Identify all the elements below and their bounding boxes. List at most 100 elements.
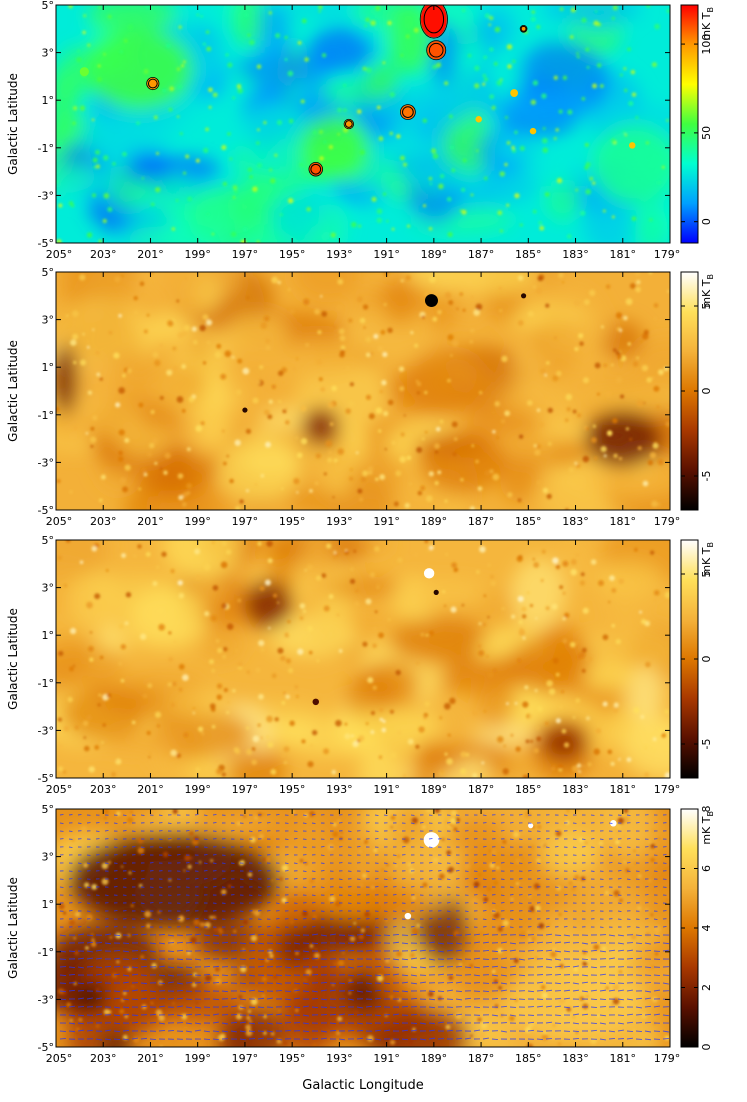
colorbar: 5 0 -5 mK TB [680, 271, 715, 511]
source-marker [610, 820, 617, 827]
y-axis: -5° -3° -1° 1° 3° 5° [38, 0, 670, 250]
contour [419, 5, 448, 39]
y-tick-label: -3° [38, 724, 54, 737]
y-tick-label: 5° [42, 803, 55, 816]
extended-emission [592, 124, 670, 205]
y-tick-label: -1° [38, 409, 54, 422]
plot-frame [55, 4, 671, 244]
x-axis: 205° 203° 201° 199° 197° 195° 193° 191° 189° 187°… [46, 540, 681, 796]
extended-emission [584, 410, 661, 468]
x-tick-label: 201° [137, 248, 164, 261]
x-tick-label: 199° [184, 783, 211, 796]
colorbar-tick-label: 8 [700, 806, 713, 813]
x-tick-label: 189° [421, 1052, 448, 1065]
x-tick-label: 181° [610, 1052, 637, 1065]
y-tick-label: -1° [38, 946, 54, 959]
extended-emission [56, 64, 78, 136]
x-tick-label: 203° [90, 1052, 117, 1065]
x-tick-label: 195° [279, 1052, 306, 1065]
y-tick-label: 5° [42, 266, 55, 279]
x-tick-label: 199° [184, 515, 211, 528]
source-marker [510, 89, 519, 97]
contour [519, 24, 528, 33]
colorbar-tick-label: 100 [700, 34, 713, 55]
extended-emission [67, 832, 281, 929]
extended-emission [56, 343, 78, 415]
x-tick-label: 205° [46, 1052, 73, 1065]
x-axis-label: Galactic Longitude [302, 1078, 423, 1093]
colorbar-tick-label: 0 [700, 218, 713, 225]
y-tick-label: 1° [42, 898, 55, 911]
x-tick-label: 179° [654, 248, 681, 261]
source-marker [529, 127, 537, 135]
x-tick-label: 183° [562, 248, 589, 261]
x-tick-label: 191° [373, 1052, 400, 1065]
y-tick-label: 1° [42, 361, 55, 374]
x-tick-label: 189° [421, 515, 448, 528]
polarization-vectors [59, 813, 670, 1041]
source-marker [528, 823, 534, 829]
x-tick-label: 179° [654, 783, 681, 796]
source-marker [404, 912, 412, 920]
source-marker [79, 67, 89, 77]
colorbar-scale [680, 4, 699, 244]
y-axis-label: Galactic Latitude [6, 877, 20, 979]
x-tick-label: 189° [421, 248, 448, 261]
y-axis: -5° -3° -1° 1° 3° 5° [38, 266, 670, 517]
source-marker [423, 568, 435, 579]
x-tick-label: 187° [468, 1052, 495, 1065]
y-axis-label: Galactic Latitude [6, 340, 20, 442]
x-tick-label: 181° [610, 783, 637, 796]
source-marker [475, 115, 482, 123]
colorbar-tick-label: 0 [700, 388, 713, 395]
plot-frame [55, 271, 671, 511]
contour [399, 104, 416, 121]
x-tick-label: 205° [46, 248, 73, 261]
contour [428, 42, 444, 58]
colorbar-tick-label: -5 [700, 739, 713, 750]
map-image [56, 809, 670, 1047]
x-tick-label: 203° [90, 248, 117, 261]
x-tick-label: 193° [326, 1052, 353, 1065]
y-tick-label: 3° [42, 314, 55, 327]
contour [310, 163, 322, 175]
y-tick-label: -3° [38, 456, 54, 469]
x-tick-label: 193° [326, 515, 353, 528]
extended-emission [84, 28, 193, 110]
contour [343, 118, 355, 130]
colorbar-label: mK TB [700, 542, 715, 576]
x-tick-label: 183° [562, 515, 589, 528]
extended-emission [242, 176, 281, 205]
x-tick-label: 199° [184, 1052, 211, 1065]
x-axis: 205° 203° 201° 199° 197° 195° 193° 191° 189° 187°… [46, 272, 680, 528]
source-marker [520, 293, 527, 299]
panel-1: 205° 203° 201° 199° 197° 195° 193° 191° 189° 187°… [6, 0, 715, 261]
y-axis-label: Galactic Latitude [6, 608, 20, 710]
colorbar-tick-label: -5 [700, 471, 713, 482]
y-tick-label: 1° [42, 94, 55, 107]
x-tick-label: 201° [137, 515, 164, 528]
x-tick-label: 195° [279, 248, 306, 261]
y-tick-label: -5° [38, 1041, 54, 1054]
colorbar-tick-label: 2 [700, 984, 713, 991]
colorbar-tick-label: 50 [700, 126, 713, 140]
x-tick-label: 197° [232, 515, 259, 528]
extended-emission [244, 580, 293, 629]
source-marker [433, 589, 439, 595]
x-tick-label: 197° [232, 248, 259, 261]
x-axis: 205° 203° 201° 199° 197° 195° 193° 191° 189° 187°… [46, 5, 681, 261]
x-tick-label: 191° [373, 783, 400, 796]
x-tick-label: 197° [232, 1052, 259, 1065]
y-tick-label: 3° [42, 582, 55, 595]
y-axis: -5° -3° -1° 1° 3° 5° [38, 803, 670, 1054]
panel-2: 205° 203° 201° 199° 197° 195° 193° 191° 189° 187°… [6, 266, 715, 528]
extended-emission [540, 723, 588, 762]
x-tick-label: 187° [468, 783, 495, 796]
y-tick-label: 1° [42, 629, 55, 642]
colorbar-tick-label: 0 [700, 656, 713, 663]
contour [402, 106, 414, 118]
x-tick-label: 181° [610, 248, 637, 261]
x-tick-label: 201° [137, 783, 164, 796]
x-tick-label: 181° [610, 515, 637, 528]
